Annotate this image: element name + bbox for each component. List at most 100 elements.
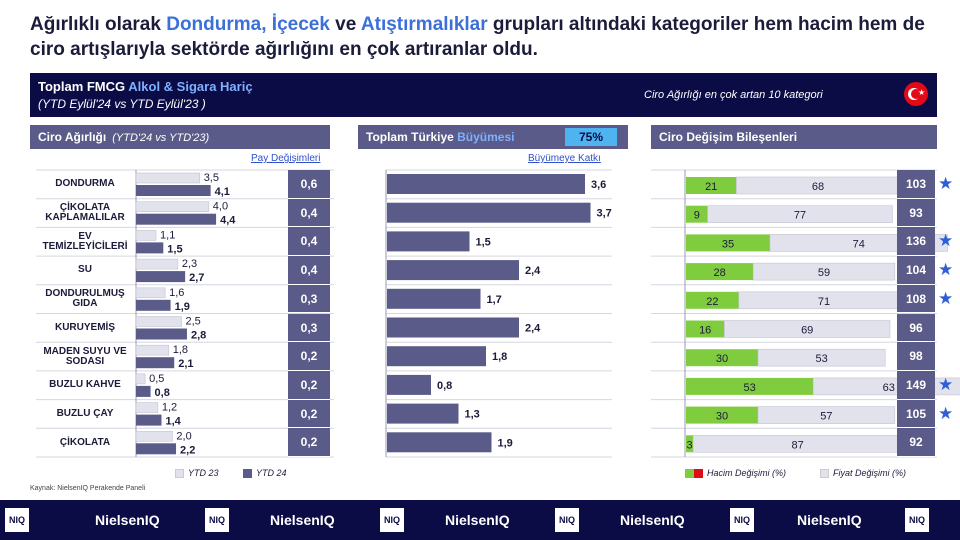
headline-highlight-2: Atıştırmalıklar <box>360 14 488 35</box>
hacim-bar <box>686 435 694 453</box>
ytd24-label: 4,4 <box>220 215 236 227</box>
legend-ytd23: YTD 23 <box>175 468 219 478</box>
niq-logo-box: NIQ <box>905 508 929 532</box>
niq-logo-box: NIQ <box>205 508 229 532</box>
fiyat-value-label: 59 <box>818 267 830 279</box>
legend-fiyat: Fiyat Değişimi (%) <box>820 468 906 478</box>
ytd23-label: 0,5 <box>149 373 164 385</box>
total-change-cell: 136 <box>897 227 935 257</box>
ciro-section-header: Ciro Ağırlığı (YTD'24 vs YTD'23) <box>30 125 330 149</box>
fiyat-bar <box>757 406 896 424</box>
ytd23-label: 3,5 <box>204 172 219 184</box>
category-label: MADEN SUYU VE SODASI <box>43 345 127 367</box>
growth-bar <box>387 374 431 395</box>
ytd24-bar <box>136 213 217 225</box>
total-change-cell: 98 <box>897 342 935 371</box>
legend-hacim-swatch-red <box>694 468 703 478</box>
ytd23-label: 1,2 <box>162 402 177 414</box>
ytd23-bar <box>135 230 157 241</box>
growth-bar <box>387 260 519 281</box>
ytd23-bar <box>135 287 166 299</box>
nielseniq-logo-text: NielsenIQ <box>270 512 335 528</box>
hacim-bar <box>686 263 754 281</box>
legend-hacim: Hacim Değişimi (%) <box>685 468 786 478</box>
ciro-section-title: Ciro Ağırlığı <box>38 130 107 144</box>
pay-degisimi-cell: 0,3 <box>288 284 330 314</box>
category-label: BUZLU KAHVE <box>49 379 121 391</box>
ytd24-bar <box>136 385 151 397</box>
pay-degisimi-cell: 0,4 <box>288 198 330 228</box>
category-label: DONDURMA <box>55 178 115 190</box>
summary-title-main: Toplam FMCG <box>38 79 129 94</box>
growth-badge: 75% <box>565 128 617 146</box>
fiyat-bar <box>757 348 886 367</box>
legend-ytd23-label: YTD 23 <box>188 468 219 478</box>
hacim-value-label: 30 <box>716 353 728 365</box>
headline-part-3: grupları altındaki kategoriler hem hacim… <box>30 14 925 60</box>
ytd23-bar <box>135 258 179 270</box>
summary-title-highlight: Alkol & Sigara Hariç <box>128 79 253 94</box>
niq-logo-box: NIQ <box>5 508 29 532</box>
ytd24-label: 1,4 <box>165 416 181 428</box>
ytd23-bar <box>135 172 201 184</box>
fiyat-value-label: 77 <box>794 210 806 222</box>
headline-part-2: ve <box>329 14 361 35</box>
ytd23-bar <box>135 344 170 356</box>
growth-bar <box>387 288 481 309</box>
growth-bar <box>387 231 470 252</box>
summary-title: Toplam FMCG Alkol & Sigara Hariç <box>38 79 253 94</box>
ytd24-bar <box>136 328 187 340</box>
fiyat-value-label: 74 <box>853 238 865 250</box>
category-label: ÇİKOLATA KAPLAMALILAR <box>45 202 125 224</box>
hacim-bar <box>686 291 739 309</box>
nielseniq-logo-text: NielsenIQ <box>797 512 862 528</box>
pay-degisimi-cell: 0,3 <box>288 313 330 343</box>
total-change-cell: 108 <box>897 284 935 314</box>
components-section-header: Ciro Değişim Bileşenleri <box>651 125 937 149</box>
ytd24-label: 0,8 <box>155 387 170 399</box>
legend-ytd24: YTD 24 <box>243 468 287 478</box>
legend-fiyat-swatch <box>820 468 829 478</box>
components-section-title: Ciro Değişim Bileşenleri <box>659 130 798 144</box>
ytd24-label: 2,1 <box>178 358 193 370</box>
fiyat-bar <box>752 262 896 281</box>
ytd24-label: 2,7 <box>189 272 204 284</box>
headline-part-1: Ağırlıklı olarak <box>30 14 167 35</box>
total-change-cell: 92 <box>897 428 935 457</box>
hacim-bar <box>686 205 708 223</box>
pay-degisimi-cell: 0,2 <box>288 399 330 429</box>
buyumeye-katki-link[interactable]: Büyümeye Katkı <box>528 153 601 164</box>
hacim-bar <box>686 320 725 338</box>
total-change-cell: 105 <box>897 399 935 429</box>
ytd23-label: 1,6 <box>169 287 184 299</box>
legend-ytd24-label: YTD 24 <box>256 468 287 478</box>
hacim-value-label: 28 <box>713 267 725 279</box>
highlight-star-icon: ★ <box>938 403 954 423</box>
summary-period: (YTD Eylül'24 vs YTD Eylül'23 ) <box>38 97 206 111</box>
ytd23-label: 2,0 <box>176 430 191 442</box>
legend-ytd24-swatch <box>243 468 252 478</box>
fiyat-value-label: 68 <box>812 181 824 193</box>
summary-bar: Toplam FMCG Alkol & Sigara Hariç (YTD Ey… <box>30 73 937 117</box>
summary-note: Ciro Ağırlığı en çok artan 10 kategori <box>644 89 823 101</box>
growth-value-label: 1,3 <box>465 409 480 421</box>
ytd23-bar <box>135 316 182 327</box>
category-label: DONDURULMUŞ GIDA <box>45 288 125 310</box>
headline-highlight-1: Dondurma, İçecek <box>166 14 330 35</box>
pay-degisimi-cell: 0,6 <box>288 170 330 199</box>
pay-degisimi-cell: 0,4 <box>288 227 330 257</box>
fiyat-value-label: 57 <box>820 411 832 423</box>
nielseniq-logo-text: NielsenIQ <box>620 512 685 528</box>
growth-section-title-highlight: Büyümesi <box>457 130 515 144</box>
ytd23-label: 2,3 <box>182 258 197 270</box>
growth-value-label: 1,8 <box>492 351 507 363</box>
ytd24-label: 4,1 <box>215 186 230 198</box>
highlight-star-icon: ★ <box>938 174 954 193</box>
highlight-star-icon: ★ <box>938 288 954 308</box>
highlight-star-icon: ★ <box>938 231 954 251</box>
pay-degisimleri-link[interactable]: Pay Değişimleri <box>251 153 321 164</box>
growth-bar <box>387 174 585 194</box>
growth-bar <box>387 346 486 367</box>
total-change-cell: 93 <box>897 198 935 228</box>
growth-bar <box>387 202 591 223</box>
